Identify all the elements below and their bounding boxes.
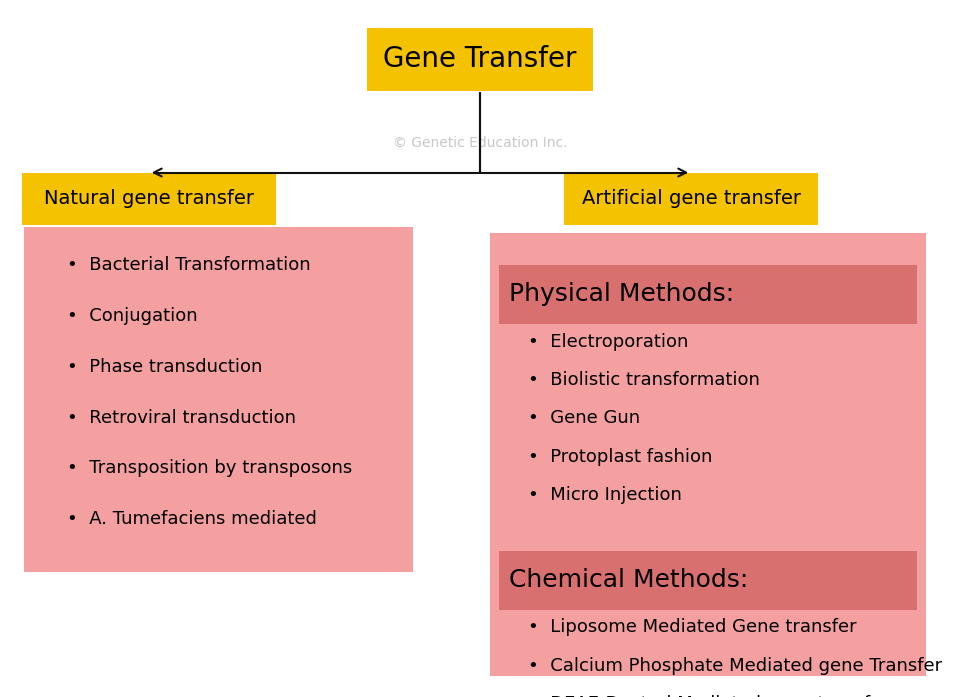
Text: •  Biolistic transformation: • Biolistic transformation (528, 371, 760, 389)
Text: •  Calcium Phosphate Mediated gene Transfer: • Calcium Phosphate Mediated gene Transf… (528, 657, 942, 675)
Text: Artificial gene transfer: Artificial gene transfer (582, 189, 801, 208)
Text: •  Electroporation: • Electroporation (528, 332, 688, 351)
Text: •  A. Tumefaciens mediated: • A. Tumefaciens mediated (67, 510, 317, 528)
Text: •  Transposition by transposons: • Transposition by transposons (67, 459, 352, 477)
Text: © Genetic Education Inc.: © Genetic Education Inc. (393, 136, 567, 150)
Text: •  Retroviral transduction: • Retroviral transduction (67, 408, 297, 427)
Text: •  Bacterial Transformation: • Bacterial Transformation (67, 256, 311, 274)
Text: •  Micro Injection: • Micro Injection (528, 486, 682, 504)
FancyBboxPatch shape (21, 173, 276, 224)
Text: •  Phase transduction: • Phase transduction (67, 358, 263, 376)
FancyBboxPatch shape (490, 233, 926, 676)
FancyBboxPatch shape (564, 173, 818, 224)
FancyBboxPatch shape (499, 551, 917, 610)
Text: •  DEAE-Dextral Mediated gene transfer: • DEAE-Dextral Mediated gene transfer (528, 695, 889, 697)
Text: Gene Transfer: Gene Transfer (383, 45, 577, 73)
Text: •  Protoplast fashion: • Protoplast fashion (528, 447, 712, 466)
Text: Physical Methods:: Physical Methods: (509, 282, 734, 307)
Text: •  Conjugation: • Conjugation (67, 307, 198, 325)
Text: •  Liposome Mediated Gene transfer: • Liposome Mediated Gene transfer (528, 618, 856, 636)
FancyBboxPatch shape (24, 227, 413, 572)
Text: Chemical Methods:: Chemical Methods: (509, 568, 748, 592)
Text: •  Gene Gun: • Gene Gun (528, 409, 640, 427)
FancyBboxPatch shape (499, 265, 917, 324)
Text: Natural gene transfer: Natural gene transfer (44, 189, 253, 208)
FancyBboxPatch shape (367, 28, 592, 91)
